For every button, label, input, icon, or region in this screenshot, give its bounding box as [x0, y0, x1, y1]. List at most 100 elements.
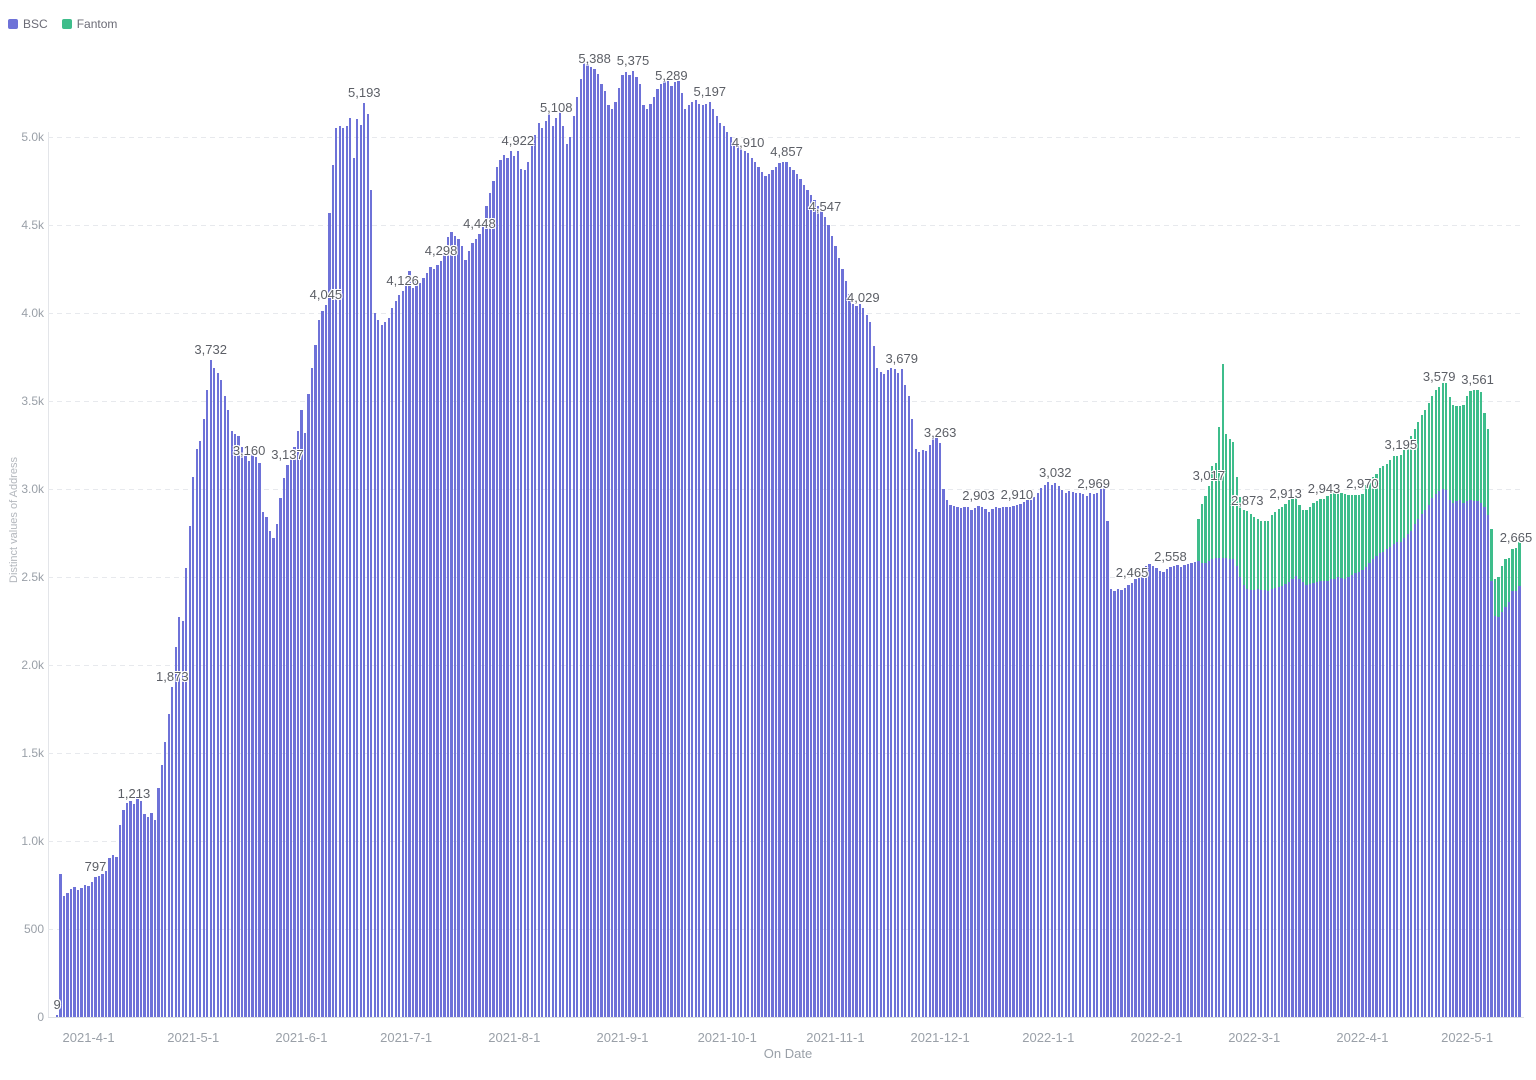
bsc-bar[interactable]: [1232, 559, 1235, 1017]
bsc-bar[interactable]: [774, 166, 778, 1017]
bsc-bar[interactable]: [181, 621, 184, 1017]
bsc-bar[interactable]: [457, 239, 460, 1017]
bsc-bar[interactable]: [1267, 591, 1270, 1017]
bsc-bar[interactable]: [1476, 501, 1479, 1017]
fantom-bar[interactable]: [1329, 493, 1333, 580]
bsc-bar[interactable]: [1242, 584, 1245, 1017]
bsc-bar[interactable]: [268, 531, 272, 1017]
bsc-bar[interactable]: [897, 372, 900, 1017]
fantom-bar[interactable]: [1336, 490, 1340, 577]
bsc-bar[interactable]: [349, 117, 352, 1017]
bsc-bar[interactable]: [516, 150, 519, 1017]
bsc-bar[interactable]: [167, 714, 170, 1017]
bsc-bar[interactable]: [582, 63, 586, 1017]
bsc-bar[interactable]: [1218, 557, 1221, 1017]
bsc-bar[interactable]: [1228, 558, 1231, 1017]
bsc-bar[interactable]: [1151, 566, 1155, 1017]
bsc-bar[interactable]: [1305, 584, 1308, 1017]
bsc-bar[interactable]: [607, 105, 610, 1017]
bsc-bar[interactable]: [816, 205, 820, 1017]
bsc-bar[interactable]: [914, 448, 917, 1017]
bsc-bar[interactable]: [366, 114, 369, 1017]
bsc-bar[interactable]: [628, 74, 631, 1017]
fantom-bar[interactable]: [1343, 494, 1347, 579]
bsc-bar[interactable]: [1176, 564, 1179, 1017]
fantom-bar[interactable]: [1427, 402, 1430, 505]
bsc-bar[interactable]: [220, 379, 223, 1017]
bsc-bar[interactable]: [195, 448, 198, 1017]
bsc-bar[interactable]: [1448, 499, 1451, 1017]
bsc-bar[interactable]: [188, 525, 191, 1017]
bsc-bar[interactable]: [1368, 562, 1371, 1017]
bsc-bar[interactable]: [1389, 546, 1392, 1017]
fantom-bar[interactable]: [1312, 503, 1315, 583]
bsc-bar[interactable]: [952, 505, 956, 1017]
bsc-bar[interactable]: [624, 71, 628, 1017]
bsc-bar[interactable]: [331, 165, 334, 1017]
bsc-bar[interactable]: [980, 507, 984, 1017]
bsc-bar[interactable]: [1099, 489, 1102, 1017]
bsc-bar[interactable]: [603, 91, 607, 1017]
bsc-bar[interactable]: [418, 283, 422, 1017]
bsc-bar[interactable]: [1148, 563, 1151, 1017]
bsc-bar[interactable]: [171, 687, 174, 1017]
bsc-bar[interactable]: [537, 122, 540, 1017]
bsc-bar[interactable]: [76, 890, 80, 1017]
fantom-bar[interactable]: [1476, 390, 1479, 502]
bsc-bar[interactable]: [1078, 492, 1081, 1017]
fantom-bar[interactable]: [1469, 391, 1472, 501]
bsc-bar[interactable]: [1040, 488, 1043, 1017]
bsc-bar[interactable]: [1382, 552, 1385, 1017]
bsc-bar[interactable]: [73, 886, 76, 1017]
bsc-bar[interactable]: [1204, 562, 1207, 1017]
bsc-bar[interactable]: [1343, 578, 1347, 1017]
bsc-bar[interactable]: [1490, 580, 1493, 1017]
bsc-bar[interactable]: [1249, 589, 1252, 1017]
bsc-bar[interactable]: [314, 344, 317, 1017]
fantom-bar[interactable]: [1396, 455, 1399, 542]
bsc-bar[interactable]: [223, 395, 226, 1017]
fantom-bar[interactable]: [1465, 395, 1469, 502]
bsc-bar[interactable]: [1239, 577, 1242, 1017]
fantom-bar[interactable]: [1511, 548, 1514, 592]
fantom-bar[interactable]: [1228, 439, 1231, 559]
bsc-bar[interactable]: [1410, 531, 1413, 1017]
bsc-bar[interactable]: [938, 442, 942, 1017]
fantom-bar[interactable]: [1347, 494, 1350, 577]
bsc-bar[interactable]: [1500, 612, 1504, 1017]
fantom-bar[interactable]: [1479, 392, 1483, 504]
bsc-bar[interactable]: [1235, 566, 1238, 1017]
bsc-bar[interactable]: [781, 161, 785, 1017]
bsc-bar[interactable]: [551, 126, 554, 1017]
bsc-bar[interactable]: [384, 321, 387, 1017]
bsc-bar[interactable]: [600, 84, 603, 1017]
bsc-bar[interactable]: [1326, 580, 1329, 1017]
bsc-bar[interactable]: [1127, 584, 1130, 1017]
fantom-bar[interactable]: [1204, 496, 1207, 563]
bsc-bar[interactable]: [247, 460, 251, 1017]
bsc-bar[interactable]: [1270, 589, 1273, 1017]
bsc-bar[interactable]: [464, 260, 467, 1017]
bsc-bar[interactable]: [1277, 586, 1280, 1017]
fantom-bar[interactable]: [1260, 520, 1263, 590]
bsc-bar[interactable]: [666, 78, 670, 1017]
bsc-bar[interactable]: [1169, 566, 1172, 1017]
fantom-bar[interactable]: [1333, 491, 1336, 579]
bsc-bar[interactable]: [83, 885, 87, 1017]
bsc-bar[interactable]: [1197, 561, 1200, 1017]
bsc-bar[interactable]: [1406, 534, 1409, 1017]
bsc-bar[interactable]: [380, 325, 383, 1017]
fantom-bar[interactable]: [1315, 500, 1319, 583]
bsc-bar[interactable]: [1144, 566, 1148, 1017]
bsc-bar[interactable]: [227, 409, 230, 1017]
bsc-bar[interactable]: [125, 803, 129, 1017]
fantom-bar[interactable]: [1225, 434, 1228, 558]
fantom-bar[interactable]: [1340, 492, 1343, 578]
bsc-bar[interactable]: [321, 311, 324, 1017]
bsc-bar[interactable]: [1483, 506, 1486, 1017]
bsc-bar[interactable]: [1431, 497, 1434, 1017]
bsc-bar[interactable]: [659, 84, 663, 1017]
bsc-bar[interactable]: [1364, 566, 1368, 1017]
bsc-bar[interactable]: [701, 105, 704, 1017]
bsc-bar[interactable]: [446, 237, 450, 1017]
